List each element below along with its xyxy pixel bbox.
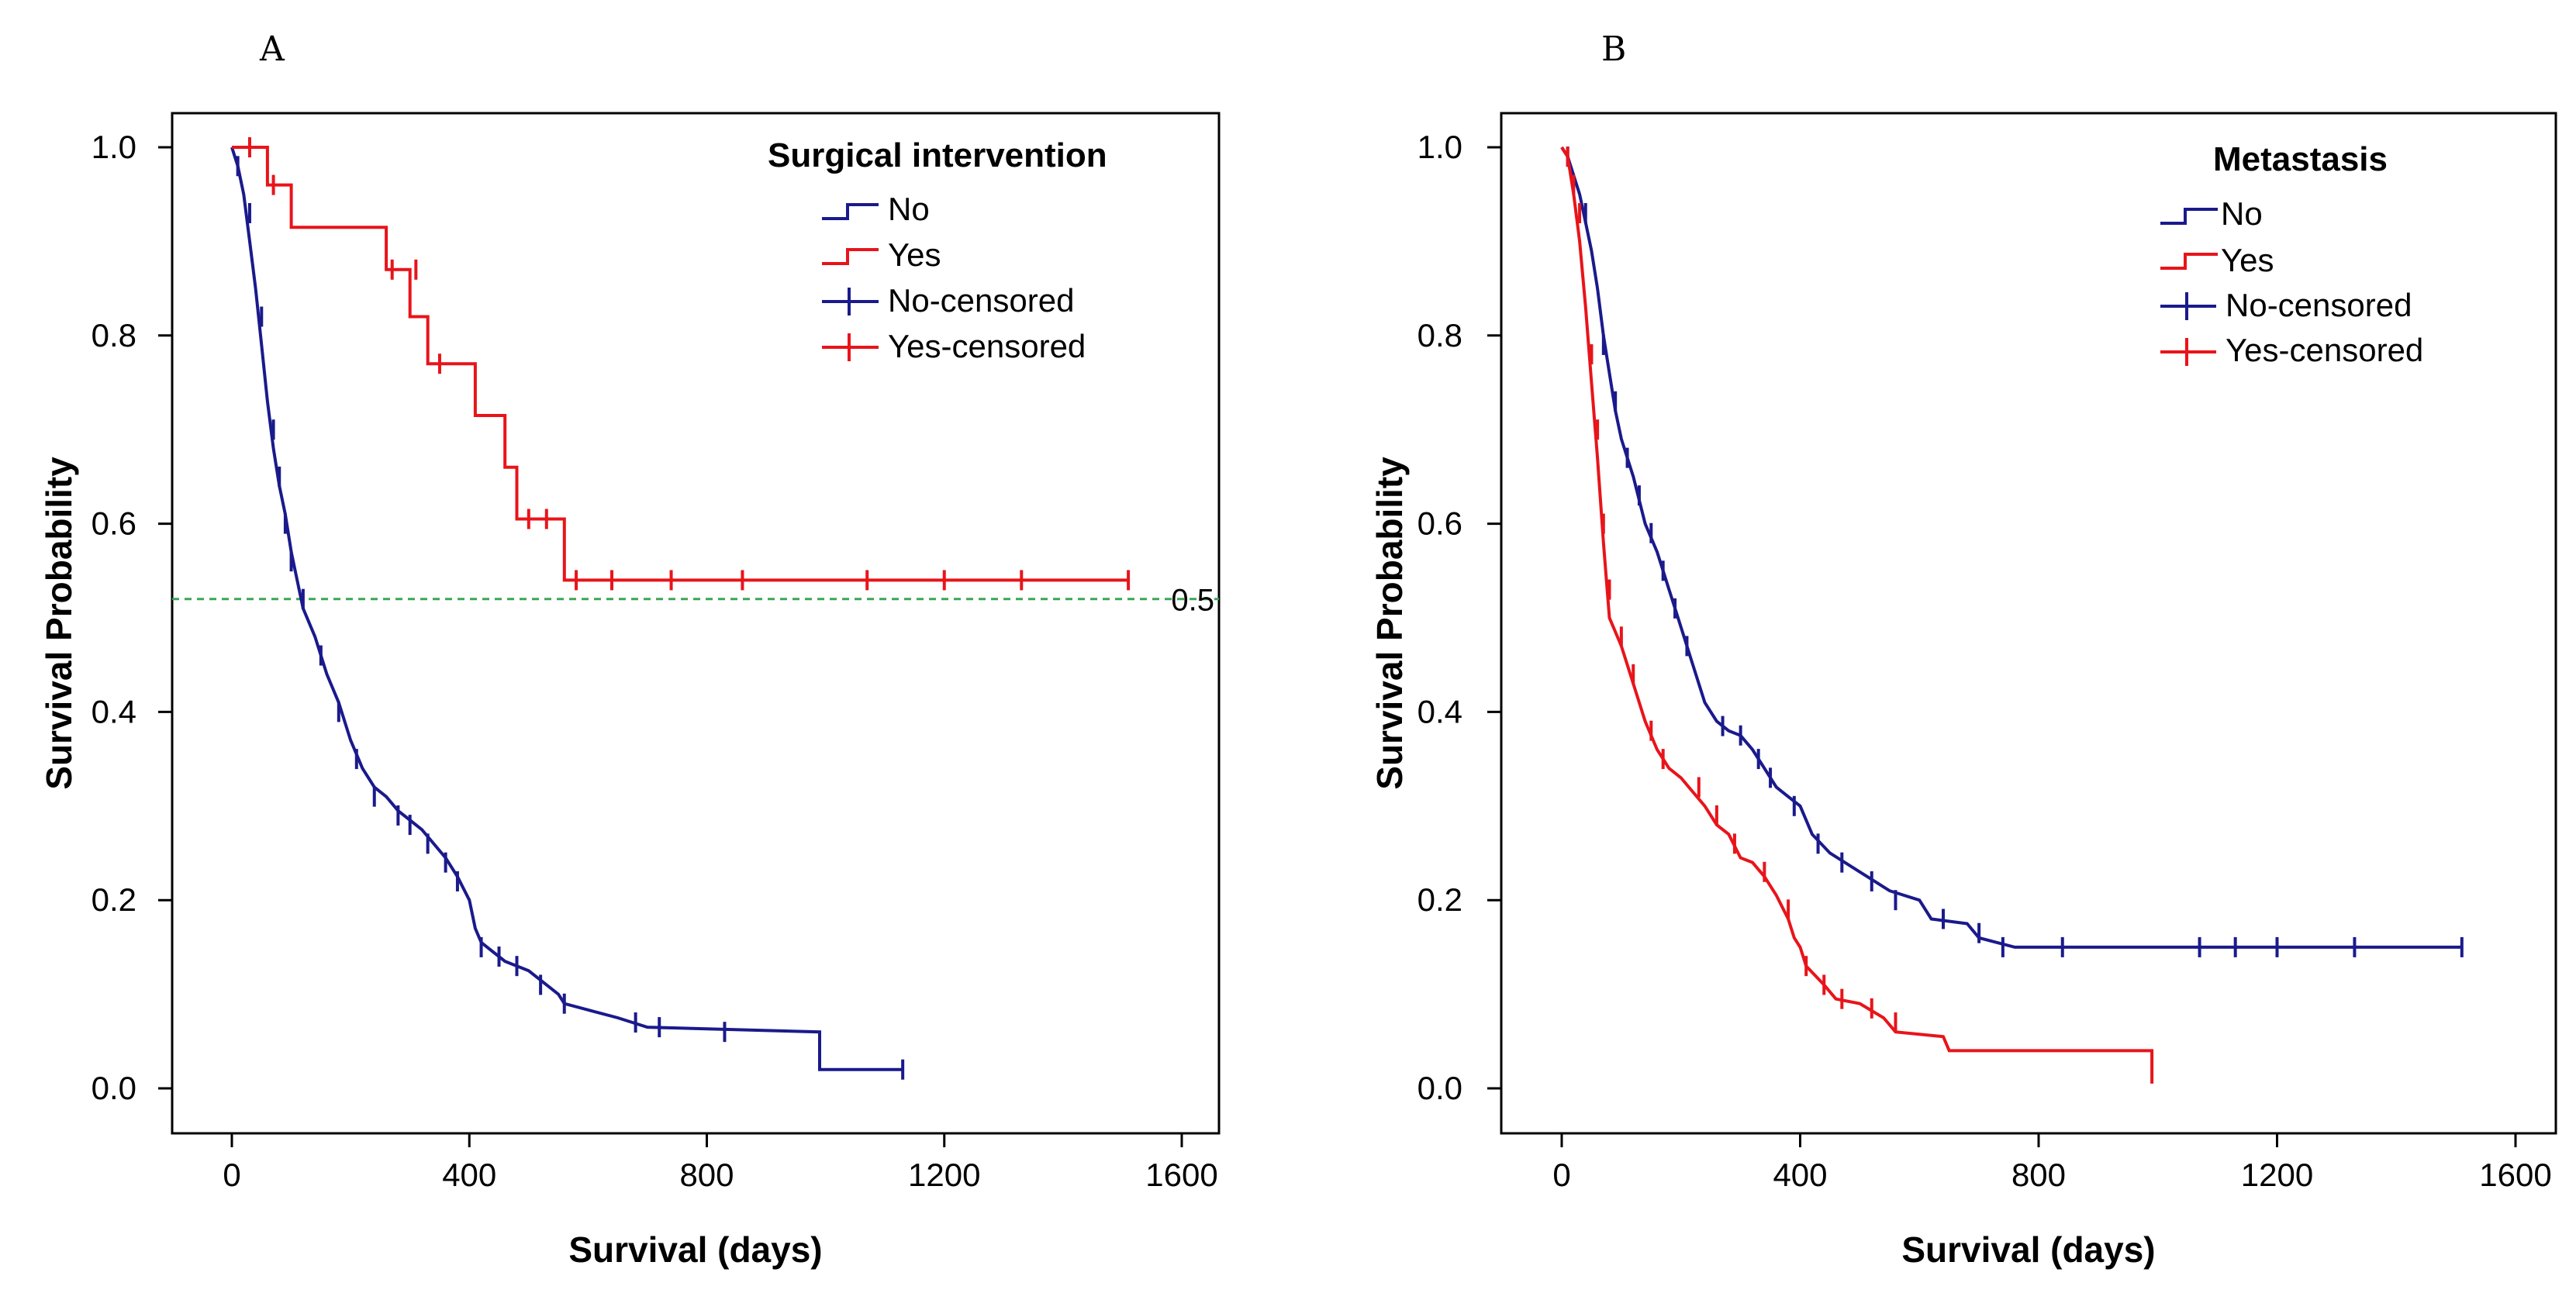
panel-a-series	[230, 137, 1131, 1080]
legend-label-no-censored: No-censored	[888, 282, 1074, 319]
panel-b: B 0.0 0.2 0.4 0.6 0.8 1.0 0 400 800 1200 1600 Sur…	[1369, 29, 2557, 1270]
legend-line-yes	[2160, 253, 2218, 270]
legend-label-no: No	[888, 191, 930, 227]
y-tick-label: 0.0	[1417, 1070, 1462, 1106]
panel-b-y-axis-title: Survival Probability	[1369, 457, 1410, 790]
x-tick-label: 800	[2011, 1157, 2066, 1193]
panel-a-legend-title: Surgical intervention	[768, 136, 1107, 174]
series-line-yes	[1560, 146, 2154, 1084]
x-tick-label: 1600	[2479, 1157, 2551, 1193]
series-line-no	[230, 147, 903, 1071]
panel-a-plot-frame	[171, 112, 1221, 1135]
x-tick-label: 1200	[908, 1157, 980, 1193]
legend-line-yes	[822, 248, 879, 265]
legend-marker-yes-censored	[822, 333, 879, 361]
panel-a-legend: Surgical intervention No Yes No-censored…	[768, 136, 1107, 364]
y-tick-label: 0.6	[1417, 505, 1462, 542]
x-tick-label: 400	[442, 1157, 496, 1193]
panel-b-label: B	[1601, 29, 1626, 69]
y-tick-label: 0.6	[92, 505, 136, 542]
panel-b-plot-frame	[1500, 112, 2557, 1135]
panel-a: A 0.5 0.0 0.2 0.4 0.6 0.8 1.0 0 400 800 1200 1600…	[39, 29, 1221, 1270]
panel-b-legend: Metastasis No Yes No-censored Yes-censor…	[2160, 140, 2423, 368]
x-tick-label: 0	[1552, 1157, 1570, 1193]
x-axis-ticks: 0 400 800 1200 1600	[1552, 1133, 2552, 1193]
legend-marker-no-censored	[2160, 292, 2216, 320]
panel-b-series	[1560, 146, 2464, 1084]
y-tick-label: 0.2	[1417, 881, 1462, 918]
series-line-yes	[232, 146, 1129, 582]
y-tick-label: 1.0	[92, 129, 136, 165]
legend-label-no: No	[2221, 195, 2263, 232]
x-tick-label: 0	[223, 1157, 240, 1193]
reference-line-label: 0.5	[1171, 584, 1214, 618]
x-tick-label: 1600	[1145, 1157, 1217, 1193]
legend-line-no	[2160, 208, 2218, 225]
y-axis-ticks: 0.0 0.2 0.4 0.6 0.8 1.0	[92, 129, 172, 1106]
panel-a-label: A	[259, 29, 285, 69]
legend-marker-yes-censored	[2160, 338, 2216, 366]
y-axis-ticks: 0.0 0.2 0.4 0.6 0.8 1.0	[1417, 129, 1501, 1106]
panel-a-y-axis-title: Survival Probability	[39, 457, 79, 790]
y-tick-label: 1.0	[1417, 129, 1462, 165]
y-tick-label: 0.8	[92, 317, 136, 353]
y-tick-label: 0.2	[92, 881, 136, 918]
y-tick-label: 0.4	[92, 693, 136, 729]
panel-a-x-axis-title: Survival (days)	[568, 1229, 822, 1270]
legend-label-yes: Yes	[888, 236, 941, 273]
y-tick-label: 0.4	[1417, 693, 1462, 729]
reference-line: 0.5	[172, 584, 1219, 618]
panel-b-legend-title: Metastasis	[2213, 140, 2388, 178]
x-tick-label: 1200	[2241, 1157, 2313, 1193]
x-axis-ticks: 0 400 800 1200 1600	[223, 1133, 1218, 1193]
legend-label-yes-censored: Yes-censored	[888, 328, 1086, 364]
series-line-no	[1560, 146, 2462, 949]
y-tick-label: 0.8	[1417, 317, 1462, 353]
legend-label-yes-censored: Yes-censored	[2226, 332, 2423, 368]
legend-line-no	[822, 203, 879, 220]
x-tick-label: 800	[679, 1157, 734, 1193]
y-tick-label: 0.0	[92, 1070, 136, 1106]
legend-label-no-censored: No-censored	[2226, 287, 2412, 323]
legend-label-yes: Yes	[2221, 242, 2274, 278]
legend-marker-no-censored	[822, 288, 879, 315]
panel-b-x-axis-title: Survival (days)	[1901, 1229, 2155, 1270]
x-tick-label: 400	[1773, 1157, 1827, 1193]
